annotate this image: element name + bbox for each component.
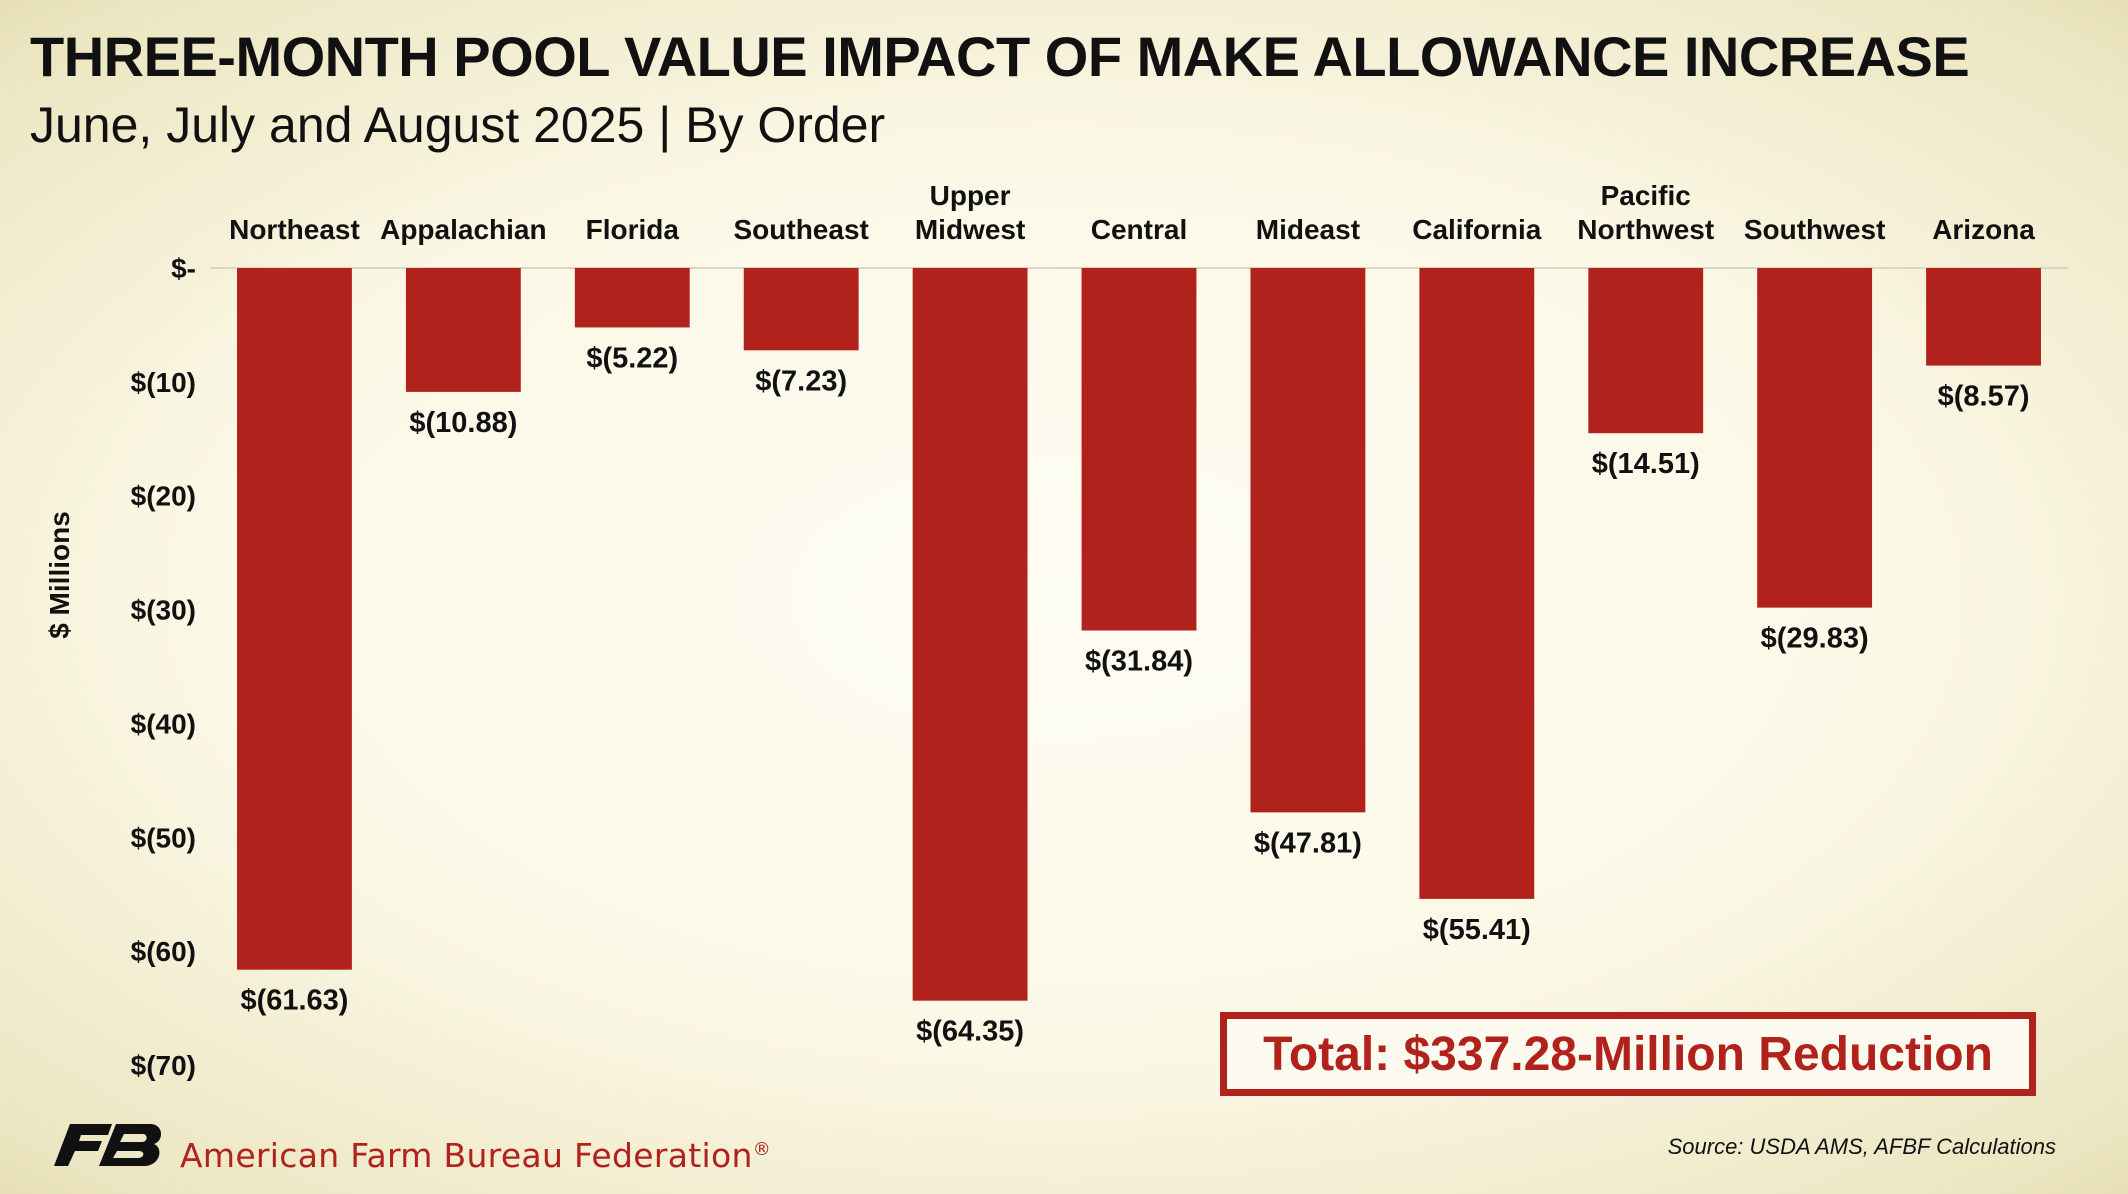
category-label: Central — [1091, 214, 1187, 245]
data-label: $(55.41) — [1423, 914, 1531, 946]
y-axis-label: $ Millions — [44, 511, 75, 639]
bar — [1081, 268, 1197, 631]
data-label: $(7.23) — [755, 365, 847, 397]
category-label: Appalachian — [380, 214, 546, 245]
y-tick-label: $(20) — [131, 481, 196, 512]
y-tick-label: $(10) — [131, 367, 196, 398]
data-label: $(64.35) — [916, 1016, 1024, 1048]
bar — [1250, 268, 1366, 813]
category-label: Upper — [930, 180, 1011, 211]
category-label: Arizona — [1932, 214, 2035, 245]
bar — [912, 268, 1028, 1001]
bar — [1757, 268, 1873, 608]
category-label: Florida — [586, 214, 680, 245]
y-tick-label: $(50) — [131, 822, 196, 853]
y-tick-label: $(30) — [131, 595, 196, 626]
data-label: $(14.51) — [1592, 448, 1700, 480]
total-callout: Total: $337.28-Million Reduction — [1220, 1012, 2036, 1096]
source-note: Source: USDA AMS, AFBF Calculations — [1667, 1134, 2056, 1159]
bar — [1926, 268, 2041, 366]
bar — [743, 268, 859, 351]
y-tick-label: $- — [171, 253, 196, 284]
total-callout-text: Total: $337.28-Million Reduction — [1263, 1027, 1993, 1081]
bar — [405, 268, 521, 392]
afbf-logo-icon — [54, 1124, 162, 1166]
bar — [1588, 268, 1704, 434]
data-label: $(10.88) — [409, 407, 517, 439]
data-label: $(47.81) — [1254, 827, 1362, 859]
chart-subtitle: June, July and August 2025 | By Order — [30, 97, 886, 153]
category-label: Northwest — [1577, 214, 1714, 245]
category-label: Southwest — [1744, 214, 1886, 245]
footer-org-name-text: American Farm Bureau Federation — [180, 1136, 753, 1175]
data-label: $(31.84) — [1085, 646, 1193, 678]
bar — [574, 268, 690, 328]
y-tick-label: $(60) — [131, 936, 196, 967]
chart-title: THREE-MONTH POOL VALUE IMPACT OF MAKE AL… — [30, 25, 1970, 88]
category-label: Mideast — [1256, 214, 1360, 245]
data-label: $(61.63) — [240, 985, 348, 1017]
category-label: California — [1412, 214, 1542, 245]
category-label: Midwest — [915, 214, 1025, 245]
bar — [237, 268, 352, 970]
data-label: $(29.83) — [1761, 623, 1869, 655]
footer-org-name: American Farm Bureau Federation® — [180, 1136, 771, 1175]
category-label: Northeast — [229, 214, 360, 245]
y-tick-label: $(40) — [131, 708, 196, 739]
registered-mark: ® — [752, 1139, 771, 1160]
bar — [1419, 268, 1535, 899]
data-label: $(5.22) — [586, 342, 678, 374]
data-label: $(8.57) — [1938, 381, 2030, 413]
y-tick-label: $(70) — [131, 1050, 196, 1081]
category-label: Pacific — [1601, 180, 1691, 211]
category-label: Southeast — [734, 214, 869, 245]
